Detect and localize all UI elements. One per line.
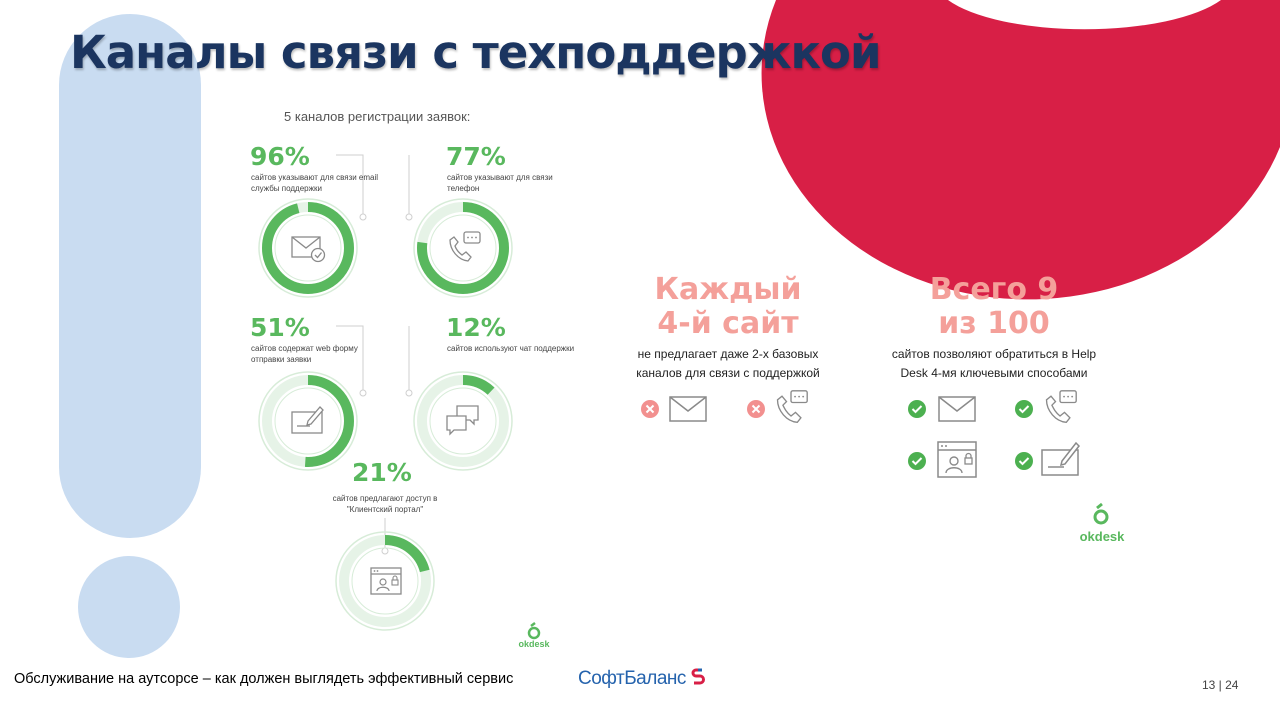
channel-portal-percent: 21% <box>352 458 412 487</box>
stat-two-headline: Всего 9 из 100 <box>884 273 1104 341</box>
decorative-pill-shape <box>59 14 201 538</box>
infographic-subtitle: 5 каналов регистрации заявок: <box>284 109 471 124</box>
channel-email-arc <box>262 202 354 294</box>
stat-two-description-line1: сайтов позволяют обратиться в Help <box>891 347 1097 361</box>
softbalance-logo: СофтБаланс <box>578 667 705 690</box>
cross-badge-icon <box>641 400 659 418</box>
channel-phone-gauge <box>413 198 513 298</box>
channel-email-gauge <box>258 198 358 298</box>
phone-chat-icon <box>776 390 808 424</box>
channel-email-percent: 96% <box>250 142 310 171</box>
stat-two-description-line2: Desk 4-мя ключевыми способами <box>900 366 1088 380</box>
cross-badge-icon <box>747 400 765 418</box>
channel-email-caption: сайтов указывают для связи email службы … <box>251 173 379 193</box>
softbalance-mark-icon <box>691 668 705 685</box>
envelope-check-icon <box>291 236 326 263</box>
phone-chat-icon <box>1045 390 1077 424</box>
stat-two-headline-line1: Всего 9 <box>929 272 1059 307</box>
check-badge-icon <box>1015 452 1033 470</box>
channel-portal-caption: сайтов предлагают доступ в "Клиентский п… <box>332 494 438 514</box>
check-badge-icon <box>908 452 926 470</box>
client-portal-icon <box>370 567 402 595</box>
stat-two-description: сайтов позволяют обратиться в Help Desk … <box>864 345 1124 383</box>
channel-chat-caption: сайтов используют чат поддержки <box>447 344 575 353</box>
softbalance-logo-text: СофтБаланс <box>578 668 686 689</box>
chat-bubbles-icon <box>446 405 479 436</box>
check-badge-icon <box>908 400 926 418</box>
check-badge-icon <box>1015 400 1033 418</box>
channel-webform-arc <box>262 375 354 467</box>
envelope-icon <box>938 396 976 422</box>
okdesk-logo-small-icon <box>527 622 541 640</box>
channel-chat-arc <box>417 375 509 467</box>
stat-one-headline-line1: Каждый <box>654 272 802 307</box>
footer-caption: Обслуживание на аутсорсе – как должен вы… <box>14 671 514 687</box>
okdesk-logo-small-text: okdesk <box>518 639 550 649</box>
channel-webform-percent: 51% <box>250 313 310 342</box>
stat-one-description: не предлагает даже 2-х базовых каналов д… <box>598 345 858 383</box>
channel-chat-percent: 12% <box>446 313 506 342</box>
web-form-icon <box>1041 441 1080 476</box>
stat-one-description-line1: не предлагает даже 2-х базовых <box>637 347 819 361</box>
okdesk-logo-icon <box>1093 502 1109 525</box>
channel-chat-gauge <box>413 371 513 471</box>
stat-one-description-line2: каналов для связи с поддержкой <box>636 366 820 380</box>
channel-webform-caption: сайтов содержат web форму отправки заявк… <box>251 344 358 364</box>
client-portal-icon <box>937 441 977 478</box>
okdesk-logo-text: okdesk <box>1079 529 1125 544</box>
page-title: Каналы связи с техподдержкой <box>70 26 881 79</box>
phone-chat-icon <box>449 231 481 262</box>
channel-portal-gauge <box>335 531 435 631</box>
channel-phone-arc <box>417 202 509 294</box>
stat-two-headline-line2: из 100 <box>938 306 1050 341</box>
envelope-icon <box>669 396 707 422</box>
stat-one-headline-line2: 4-й сайт <box>657 306 799 341</box>
page-number: 13 | 24 <box>1202 678 1239 692</box>
channel-webform-gauge <box>258 371 358 471</box>
channel-phone-caption: сайтов указывают для связи телефон <box>447 173 553 193</box>
stat-one-headline: Каждый 4-й сайт <box>618 273 838 341</box>
web-form-icon <box>291 406 324 434</box>
decorative-circle <box>78 556 180 658</box>
channel-phone-percent: 77% <box>446 142 506 171</box>
channel-portal-arc <box>339 535 431 627</box>
